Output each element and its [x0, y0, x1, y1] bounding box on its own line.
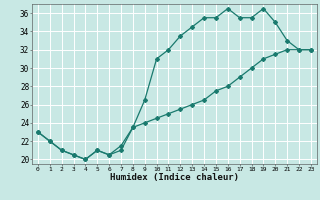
X-axis label: Humidex (Indice chaleur): Humidex (Indice chaleur): [110, 173, 239, 182]
